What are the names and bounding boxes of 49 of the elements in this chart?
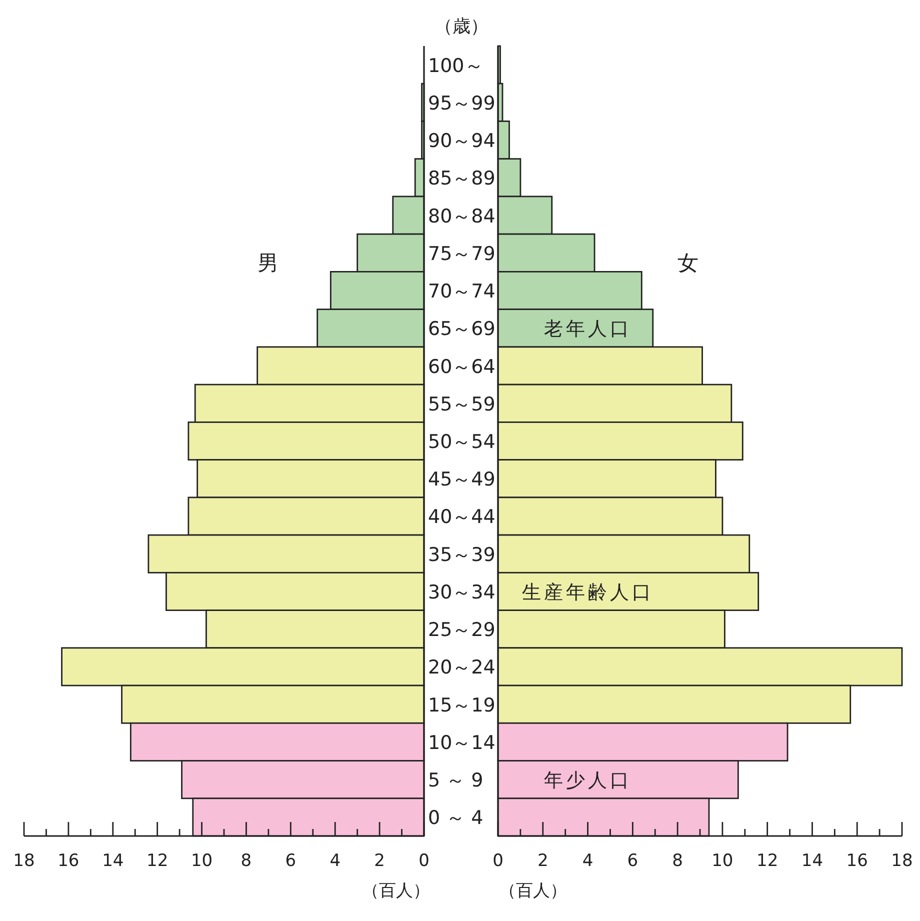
text: 男 [258,251,278,275]
y-tick-label: 75～79 [428,242,496,265]
x-tick-label: 18 [891,851,913,871]
x-tick-label: 10 [190,851,213,871]
y-tick-label: 25～29 [428,619,496,642]
y-tick-label: 30～34 [428,581,496,604]
x-axis-title: （百人） [499,881,567,901]
x-tick-label: 16 [58,851,80,871]
x-tick-label: 6 [285,851,296,871]
y-tick-label: 35～39 [428,544,496,566]
y-tick-label: 100～ [428,54,484,77]
text: 女 [677,251,698,275]
x-tick-label: 16 [846,851,868,871]
annotation: 年少人口 [544,770,632,792]
y-tick-label: 0 ～ 4 [428,807,484,830]
x-tick-label: 8 [672,851,683,871]
x-tick-label: 18 [13,851,35,871]
y-tick-label: 5 ～ 9 [428,770,484,792]
y-tick-label: 60～64 [428,356,496,378]
y-axis-title: （歳） [434,16,488,37]
annotation: 老年人口 [544,318,632,340]
x-tick-label: 6 [627,851,638,871]
x-tick-label: 8 [240,851,252,871]
x-tick-label: 4 [330,851,341,871]
x-tick-label: 12 [146,851,168,871]
y-tick-label: 45～49 [428,468,496,491]
y-tick-label: 15～19 [428,694,496,716]
y-tick-label: 20～24 [428,656,496,679]
x-tick-label: 10 [712,851,734,871]
y-tick-label: 65～69 [428,318,496,340]
x-tick-label: 2 [537,851,548,871]
x-tick-label: 14 [102,851,124,871]
y-tick-label: 70～74 [428,280,496,303]
x-tick-label: 12 [756,851,778,871]
y-tick-label: 40～44 [428,506,496,528]
x-tick-label: 4 [582,851,594,871]
y-tick-label: 10～14 [428,732,496,754]
y-tick-label: 85～89 [428,168,496,190]
x-axis-title: （百人） [362,881,430,901]
x-tick-label: 0 [418,851,430,871]
x-tick-label: 0 [492,851,504,871]
y-tick-label: 80～84 [428,205,496,228]
y-tick-label: 50～54 [428,431,496,453]
x-tick-label: 2 [374,851,385,871]
y-tick-label: 90～94 [428,130,496,152]
x-tick-label: 14 [801,851,824,871]
annotation: 生産年齢人口 [522,581,654,604]
y-tick-label: 95～99 [428,92,496,114]
y-tick-label: 55～59 [428,393,496,416]
